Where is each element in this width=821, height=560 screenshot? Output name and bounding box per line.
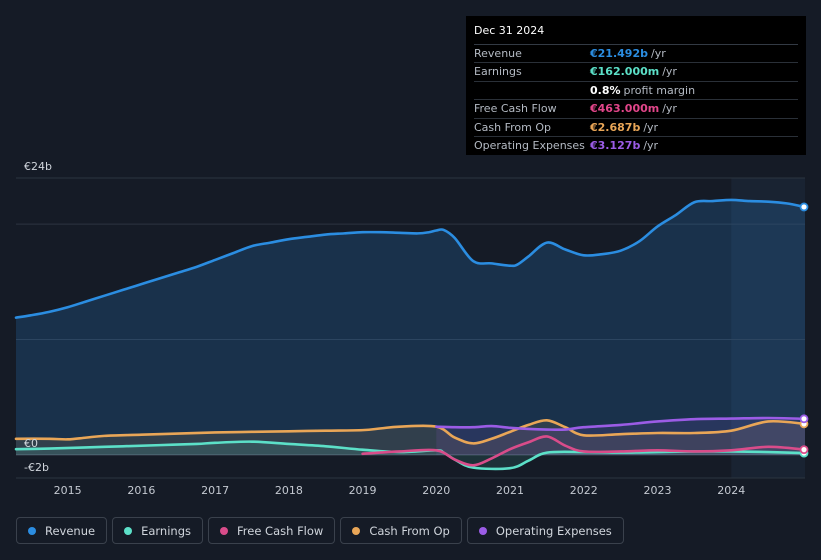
tooltip-row: Operating Expenses €3.127b/yr [474, 137, 798, 154]
series-area-operating-expenses [436, 417, 805, 455]
series-lines [14, 198, 807, 471]
legend-item-revenue[interactable]: Revenue [16, 517, 108, 544]
series-area-cash-from-op [16, 420, 805, 455]
tooltip-label: Free Cash Flow [474, 102, 557, 116]
series-line-revenue [14, 198, 807, 319]
tooltip-row: Earnings €162.000m/yr [474, 63, 798, 82]
tooltip-value: €463.000m [590, 102, 660, 116]
legend-label: Operating Expenses [495, 523, 612, 538]
tooltip-unit: profit margin [623, 83, 696, 97]
legend-item-operating-expenses[interactable]: Operating Expenses [466, 517, 624, 544]
legend: Revenue Earnings Free Cash Flow Cash From O… [16, 517, 624, 544]
chart: €24b€0-€2b 2015 2016 2017 2018 2019 2020 2021 2… [14, 160, 809, 497]
tooltip-label: Cash From Op [474, 120, 552, 134]
tooltip-label: Revenue [474, 47, 522, 60]
legend-dot-icon [220, 526, 228, 535]
tooltip-unit: /yr [662, 102, 677, 116]
series-area-earnings [16, 441, 805, 469]
series-line-free-cash-flow [361, 435, 807, 467]
x-tick-label: 2017 [201, 484, 229, 497]
legend-item-earnings[interactable]: Earnings [112, 517, 203, 544]
x-tick-label: 2020 [422, 484, 450, 497]
tooltip-label [474, 82, 590, 99]
legend-label: Free Cash Flow [237, 523, 324, 538]
tooltip: Dec 31 2024 Revenue €21.492b/yr Earnings €1… [466, 16, 806, 155]
tooltip-value: €21.492b [590, 47, 648, 60]
end-marker-revenue [799, 202, 809, 212]
tooltip-value: €3.127b [590, 138, 641, 152]
tooltip-value: €162.000m [590, 65, 660, 79]
x-tick-label: 2018 [275, 484, 303, 497]
legend-dot-icon [352, 526, 361, 535]
y-axis: €24b €0 -€2b [24, 160, 52, 474]
legend-label: Earnings [141, 523, 191, 538]
x-tick-label: 2016 [127, 484, 155, 497]
series-fills [16, 199, 805, 469]
end-marker-operating-expenses [799, 414, 809, 424]
tooltip-unit: /yr [650, 47, 666, 60]
tooltip-row: Cash From Op €2.687b/yr [474, 119, 798, 137]
legend-dot-icon [28, 526, 36, 535]
series-area-revenue [16, 199, 805, 455]
x-tick-label: 2019 [349, 484, 377, 497]
end-markers [799, 202, 809, 458]
tooltip-row: Free Cash Flow €463.000m/yr [474, 100, 798, 119]
tooltip-value: 0.8% [590, 83, 621, 97]
x-tick-label: 2023 [644, 484, 672, 497]
legend-dot-icon [124, 526, 133, 535]
tooltip-unit: /yr [662, 65, 677, 79]
tooltip-row: 0.8% profit margin [474, 82, 798, 101]
x-tick-label: 2022 [570, 484, 598, 497]
legend-dot-icon [478, 526, 487, 535]
x-axis: 2015 2016 2017 2018 2019 2020 2021 2022 2023 2024 [54, 484, 746, 497]
tooltip-value: €2.687b [590, 120, 641, 134]
legend-item-cash-from-op[interactable]: Cash From Op [340, 517, 462, 544]
x-tick-label: 2024 [717, 484, 745, 497]
gridlines [16, 177, 805, 479]
x-tick-label: 2021 [496, 484, 524, 497]
tooltip-label: Earnings [474, 65, 522, 79]
legend-label: Revenue [45, 523, 96, 538]
x-tick-label: 2015 [54, 484, 82, 497]
y-tick-label: €0 [24, 437, 38, 450]
tooltip-label: Operating Expenses [474, 138, 585, 152]
y-tick-label: -€2b [24, 461, 49, 474]
tooltip-date: Dec 31 2024 [474, 24, 798, 45]
legend-item-free-cash-flow[interactable]: Free Cash Flow [208, 517, 336, 544]
tooltip-unit: /yr [643, 120, 659, 134]
series-line-operating-expenses [435, 416, 807, 432]
tooltip-row: Revenue €21.492b/yr [474, 45, 798, 64]
legend-label: Cash From Op [369, 523, 450, 538]
end-marker-free-cash-flow [799, 445, 809, 455]
y-tick-label: €24b [24, 160, 52, 173]
tooltip-unit: /yr [643, 138, 659, 152]
